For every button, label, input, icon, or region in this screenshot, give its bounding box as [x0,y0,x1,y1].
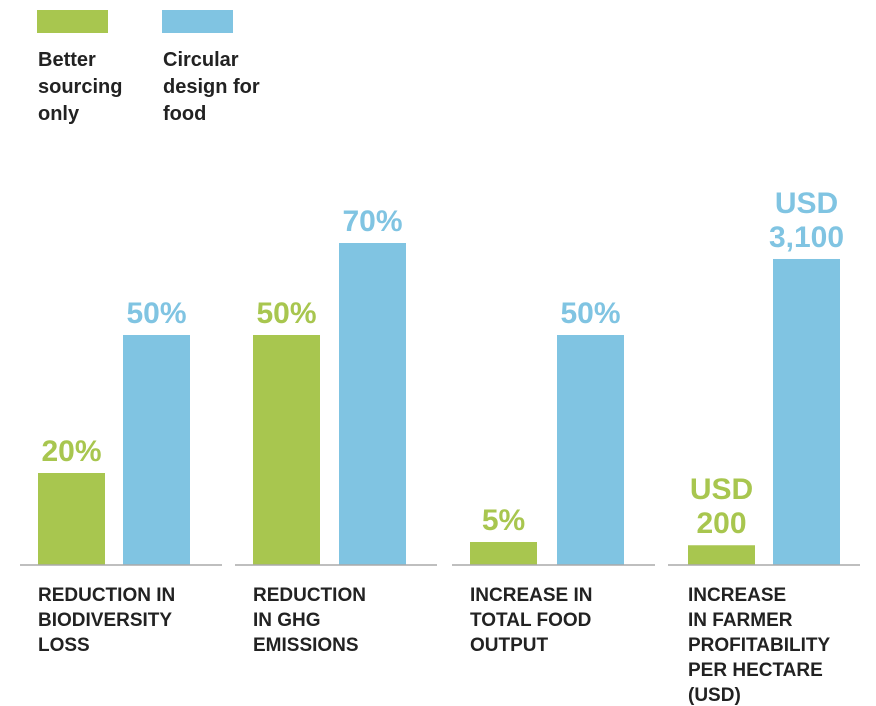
bar [773,258,840,565]
value-label: 70% [342,205,403,238]
category-line: REDUCTION [253,585,366,606]
category-line: IN FARMER [688,610,793,631]
category-label: REDUCTION IN BIODIVERSITY LOSS [38,583,175,658]
category-line: INCREASE [688,585,787,606]
value-label: 5% [481,504,526,537]
category-line: PROFITABILITY [688,635,831,656]
category-line: PER HECTARE [688,660,823,681]
category-line: (USD) [688,685,741,706]
value-label: 50% [560,297,621,330]
legend-swatch [162,10,233,33]
value-label: 50% [126,297,187,330]
category-line: REDUCTION IN [38,585,176,606]
category-line: TOTAL FOOD [470,610,592,631]
category-line: OUTPUT [470,635,549,656]
category-line: BIODIVERSITY [38,610,173,631]
bar [470,542,537,565]
category-label: INCREASE IN FARMER PROFITABILITY PER HECTAR… [688,583,830,706]
bar [557,335,624,565]
category-line: EMISSIONS [253,635,359,656]
bar [339,243,406,565]
category-label: REDUCTION IN GHG EMISSIONS [253,583,366,658]
value-label: USD 3,100 [768,187,845,254]
bar [253,335,320,565]
bar [123,335,190,565]
legend-label: Circular design for food [163,49,260,125]
bar [688,545,755,565]
category-line: IN GHG [253,610,321,631]
category-line: INCREASE IN [470,585,593,606]
value-label: 20% [41,435,102,468]
category-line: LOSS [38,635,90,656]
category-label: INCREASE IN TOTAL FOOD OUTPUT [470,583,592,658]
value-label: 50% [256,297,317,330]
legend-label: Better sourcing only [38,49,123,125]
bar [38,473,105,565]
legend-swatch [37,10,108,33]
value-label: USD 200 [689,473,754,541]
